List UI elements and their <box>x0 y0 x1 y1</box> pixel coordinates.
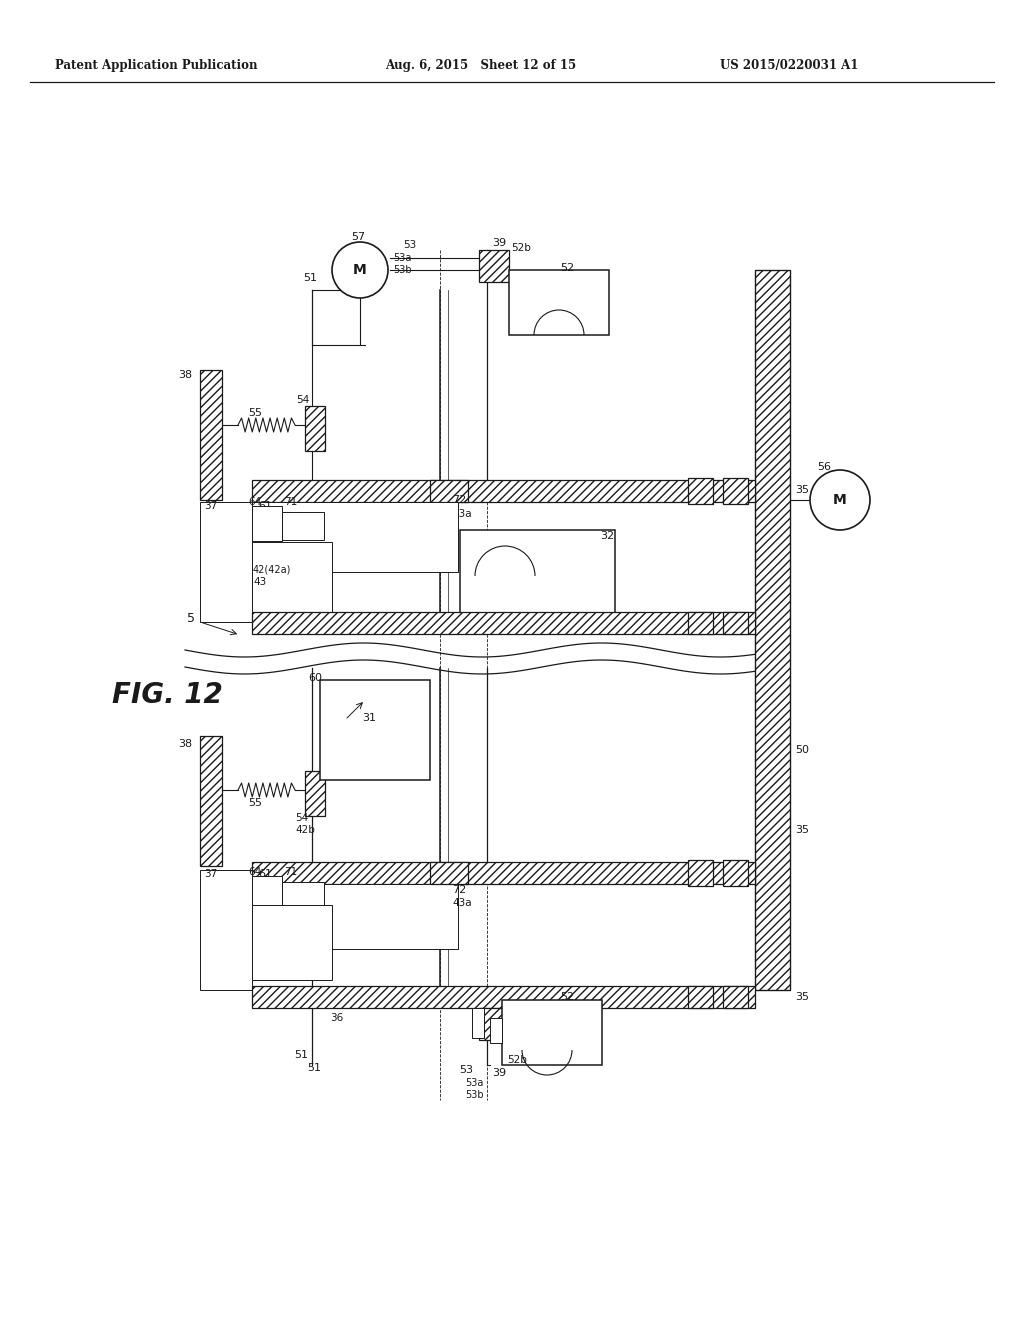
Text: 55: 55 <box>248 799 262 808</box>
Text: 31: 31 <box>362 713 376 723</box>
Text: 37: 37 <box>204 502 217 511</box>
Bar <box>509 271 609 335</box>
Text: 52: 52 <box>560 263 574 273</box>
Text: 73: 73 <box>310 909 325 919</box>
Text: 42b: 42b <box>295 825 314 836</box>
Bar <box>755 271 790 990</box>
Bar <box>479 1008 509 1040</box>
Text: 54: 54 <box>296 395 309 405</box>
Bar <box>252 876 282 911</box>
Text: 50: 50 <box>795 744 809 755</box>
Bar <box>282 512 324 540</box>
Bar <box>723 478 748 504</box>
Text: 54: 54 <box>295 813 308 822</box>
Text: 64: 64 <box>248 867 261 876</box>
Text: 32: 32 <box>600 531 614 541</box>
Bar <box>305 407 325 451</box>
Text: 57: 57 <box>351 232 366 242</box>
Bar <box>502 1001 602 1065</box>
Text: Aug. 6, 2015   Sheet 12 of 15: Aug. 6, 2015 Sheet 12 of 15 <box>385 58 577 71</box>
Text: 38: 38 <box>178 370 193 380</box>
Text: 73: 73 <box>310 527 325 537</box>
Bar <box>200 870 252 990</box>
Text: 36: 36 <box>330 506 344 515</box>
Text: 42(42a): 42(42a) <box>253 565 292 576</box>
Text: 55: 55 <box>248 408 262 418</box>
Bar <box>430 862 468 884</box>
Text: 51: 51 <box>294 1049 308 1060</box>
Bar <box>723 986 748 1008</box>
Bar <box>688 861 713 886</box>
Bar <box>252 480 755 502</box>
Text: 39: 39 <box>492 238 506 248</box>
Bar <box>200 737 222 866</box>
Bar <box>305 771 325 816</box>
Text: FIG. 12: FIG. 12 <box>112 681 223 709</box>
Bar <box>490 1018 502 1043</box>
Text: Patent Application Publication: Patent Application Publication <box>55 58 257 71</box>
Bar <box>252 884 458 949</box>
Bar <box>472 1008 484 1038</box>
Text: 35: 35 <box>795 993 809 1002</box>
Bar <box>252 612 755 634</box>
Bar <box>430 480 468 502</box>
Text: 53: 53 <box>403 240 416 249</box>
Bar <box>688 986 713 1008</box>
Bar <box>252 906 332 979</box>
Text: 51: 51 <box>307 1063 321 1073</box>
Text: 36: 36 <box>330 888 344 899</box>
Bar <box>200 502 252 622</box>
Text: 72: 72 <box>452 495 466 506</box>
Text: 43: 43 <box>253 577 266 587</box>
Bar <box>252 543 332 616</box>
Text: 52b: 52b <box>507 1055 527 1065</box>
Text: 61: 61 <box>258 869 272 879</box>
Text: 53a: 53a <box>393 253 412 263</box>
Bar <box>252 986 755 1008</box>
Text: 35: 35 <box>795 825 809 836</box>
Text: 71: 71 <box>284 867 297 876</box>
Text: US 2015/0220031 A1: US 2015/0220031 A1 <box>720 58 858 71</box>
Bar <box>479 249 509 282</box>
Text: 36: 36 <box>330 1012 343 1023</box>
Circle shape <box>332 242 388 298</box>
Text: 39: 39 <box>492 1068 506 1078</box>
Bar <box>723 861 748 886</box>
Text: 53b: 53b <box>393 265 412 275</box>
Text: M: M <box>353 263 367 277</box>
Text: 61: 61 <box>258 502 272 511</box>
Bar <box>252 506 282 541</box>
Bar <box>252 502 458 572</box>
Text: 53: 53 <box>459 1065 473 1074</box>
Bar <box>723 612 748 634</box>
Text: 5: 5 <box>187 611 195 624</box>
Text: 37: 37 <box>204 869 217 879</box>
Text: 60: 60 <box>308 673 322 682</box>
Bar <box>282 882 324 909</box>
Text: 35: 35 <box>795 484 809 495</box>
Text: 38: 38 <box>178 739 193 748</box>
Text: 52b: 52b <box>511 243 530 253</box>
Text: 52: 52 <box>560 993 574 1002</box>
Text: M: M <box>834 492 847 507</box>
Bar <box>319 680 430 780</box>
Text: 72: 72 <box>452 884 466 895</box>
Text: 43a: 43a <box>452 898 472 908</box>
Text: 64: 64 <box>248 498 261 507</box>
Bar <box>688 478 713 504</box>
Bar <box>460 531 615 622</box>
Bar <box>688 612 713 634</box>
Text: 51: 51 <box>303 273 317 282</box>
Bar <box>252 862 755 884</box>
Text: 43a: 43a <box>452 510 472 519</box>
Text: 56: 56 <box>817 462 831 473</box>
Bar <box>200 370 222 500</box>
Text: 71: 71 <box>284 498 297 507</box>
Circle shape <box>810 470 870 531</box>
Text: 53b: 53b <box>465 1090 483 1100</box>
Text: 53a: 53a <box>465 1078 483 1088</box>
